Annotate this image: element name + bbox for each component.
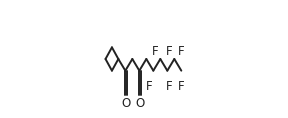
- Text: F: F: [165, 45, 172, 58]
- Text: F: F: [178, 45, 185, 58]
- Text: F: F: [178, 80, 185, 93]
- Text: F: F: [152, 45, 158, 58]
- Text: F: F: [145, 80, 152, 93]
- Text: O: O: [135, 97, 145, 110]
- Text: F: F: [166, 80, 173, 93]
- Text: O: O: [122, 97, 131, 110]
- Text: F: F: [166, 80, 173, 93]
